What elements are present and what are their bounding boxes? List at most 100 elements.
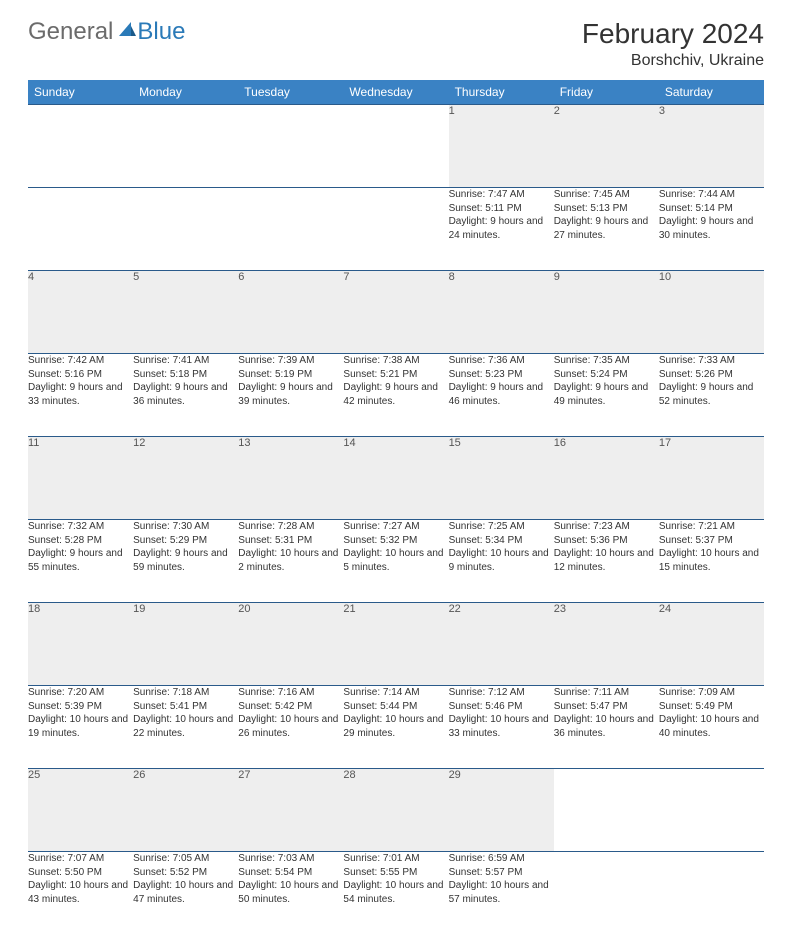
sunset-text: Sunset: 5:37 PM xyxy=(659,534,764,548)
sunset-text: Sunset: 5:31 PM xyxy=(238,534,343,548)
sunset-text: Sunset: 5:52 PM xyxy=(133,866,238,880)
day-number-cell: 19 xyxy=(133,603,238,686)
day-number-cell: 15 xyxy=(449,437,554,520)
day-number-cell: 7 xyxy=(343,271,448,354)
sunset-text: Sunset: 5:36 PM xyxy=(554,534,659,548)
day-number-cell: 17 xyxy=(659,437,764,520)
day-number-cell: 4 xyxy=(28,271,133,354)
day-detail-cell: Sunrise: 7:01 AMSunset: 5:55 PMDaylight:… xyxy=(343,852,448,935)
sunset-text: Sunset: 5:55 PM xyxy=(343,866,448,880)
weekday-header: Wednesday xyxy=(343,80,448,105)
sunset-text: Sunset: 5:50 PM xyxy=(28,866,133,880)
calendar-body: 12 3Sunrise: 7:47 AMSunset: 5:11 PMDaylig… xyxy=(28,105,764,935)
day-detail-cell: Sunrise: 7:18 AMSunset: 5:41 PMDaylight:… xyxy=(133,686,238,769)
day-detail-cell xyxy=(28,188,133,271)
day-number-cell: 26 xyxy=(133,769,238,852)
sunrise-text: Sunrise: 7:14 AM xyxy=(343,686,448,700)
sunset-text: Sunset: 5:28 PM xyxy=(28,534,133,548)
sunrise-text: Sunrise: 7:28 AM xyxy=(238,520,343,534)
daylight-text: Daylight: 9 hours and 30 minutes. xyxy=(659,215,764,242)
daylight-text: Daylight: 10 hours and 40 minutes. xyxy=(659,713,764,740)
day-number-cell: 25 xyxy=(28,769,133,852)
day-number-cell: 16 xyxy=(554,437,659,520)
daylight-text: Daylight: 9 hours and 33 minutes. xyxy=(28,381,133,408)
day-number-cell: 12 xyxy=(133,437,238,520)
sunrise-text: Sunrise: 7:20 AM xyxy=(28,686,133,700)
header: General Blue February 2024 Borshchiv, Uk… xyxy=(28,18,764,70)
day-number-cell: 24 xyxy=(659,603,764,686)
weekday-header: Thursday xyxy=(449,80,554,105)
sunset-text: Sunset: 5:54 PM xyxy=(238,866,343,880)
daylight-text: Daylight: 10 hours and 26 minutes. xyxy=(238,713,343,740)
day-detail-cell: Sunrise: 7:38 AMSunset: 5:21 PMDaylight:… xyxy=(343,354,448,437)
sunrise-text: Sunrise: 7:33 AM xyxy=(659,354,764,368)
day-detail-cell: Sunrise: 7:36 AMSunset: 5:23 PMDaylight:… xyxy=(449,354,554,437)
sunrise-text: Sunrise: 7:09 AM xyxy=(659,686,764,700)
day-detail-row: Sunrise: 7:42 AMSunset: 5:16 PMDaylight:… xyxy=(28,354,764,437)
day-detail-cell: Sunrise: 7:28 AMSunset: 5:31 PMDaylight:… xyxy=(238,520,343,603)
day-detail-cell: Sunrise: 7:20 AMSunset: 5:39 PMDaylight:… xyxy=(28,686,133,769)
sunset-text: Sunset: 5:47 PM xyxy=(554,700,659,714)
sunrise-text: Sunrise: 7:23 AM xyxy=(554,520,659,534)
daylight-text: Daylight: 9 hours and 24 minutes. xyxy=(449,215,554,242)
day-detail-cell: Sunrise: 7:23 AMSunset: 5:36 PMDaylight:… xyxy=(554,520,659,603)
sunset-text: Sunset: 5:18 PM xyxy=(133,368,238,382)
sunrise-text: Sunrise: 6:59 AM xyxy=(449,852,554,866)
day-detail-cell: Sunrise: 7:39 AMSunset: 5:19 PMDaylight:… xyxy=(238,354,343,437)
day-detail-row: Sunrise: 7:47 AMSunset: 5:11 PMDaylight:… xyxy=(28,188,764,271)
calendar-table: Sunday Monday Tuesday Wednesday Thursday… xyxy=(28,80,764,934)
day-number-cell: 5 xyxy=(133,271,238,354)
sunset-text: Sunset: 5:14 PM xyxy=(659,202,764,216)
sunset-text: Sunset: 5:13 PM xyxy=(554,202,659,216)
day-detail-cell: Sunrise: 7:11 AMSunset: 5:47 PMDaylight:… xyxy=(554,686,659,769)
day-number-cell xyxy=(343,105,448,188)
day-number-cell: 3 xyxy=(659,105,764,188)
day-detail-cell: Sunrise: 7:25 AMSunset: 5:34 PMDaylight:… xyxy=(449,520,554,603)
day-detail-row: Sunrise: 7:07 AMSunset: 5:50 PMDaylight:… xyxy=(28,852,764,935)
daylight-text: Daylight: 9 hours and 36 minutes. xyxy=(133,381,238,408)
sunrise-text: Sunrise: 7:01 AM xyxy=(343,852,448,866)
day-detail-row: Sunrise: 7:20 AMSunset: 5:39 PM Daylight:… xyxy=(28,686,764,769)
sunrise-text: Sunrise: 7:32 AM xyxy=(28,520,133,534)
day-number-cell: 10 xyxy=(659,271,764,354)
day-number-cell: 6 xyxy=(238,271,343,354)
day-detail-cell: Sunrise: 7:35 AMSunset: 5:24 PMDaylight:… xyxy=(554,354,659,437)
sunrise-text: Sunrise: 7:25 AM xyxy=(449,520,554,534)
daylight-text: Daylight: 9 hours and 55 minutes. xyxy=(28,547,133,574)
sunset-text: Sunset: 5:57 PM xyxy=(449,866,554,880)
daylight-text: Daylight: 10 hours and 12 minutes. xyxy=(554,547,659,574)
day-number-cell: 22 xyxy=(449,603,554,686)
day-number-cell xyxy=(659,769,764,852)
day-number-row: 45678910 xyxy=(28,271,764,354)
daylight-text: Daylight: 10 hours and 47 minutes. xyxy=(133,879,238,906)
day-detail-cell: Sunrise: 7:16 AMSunset: 5:42 PMDaylight:… xyxy=(238,686,343,769)
day-number-cell: 28 xyxy=(343,769,448,852)
sunrise-text: Sunrise: 7:30 AM xyxy=(133,520,238,534)
day-detail-cell: Sunrise: 7:41 AMSunset: 5:18 PMDaylight:… xyxy=(133,354,238,437)
day-number-cell: 21 xyxy=(343,603,448,686)
day-detail-cell: Sunrise: 7:44 AMSunset: 5:14 PMDaylight:… xyxy=(659,188,764,271)
daylight-text: Daylight: 9 hours and 39 minutes. xyxy=(238,381,343,408)
month-title: February 2024 xyxy=(582,18,764,50)
day-number-cell: 23 xyxy=(554,603,659,686)
daylight-text: Daylight: 10 hours and 54 minutes. xyxy=(343,879,448,906)
day-detail-cell: Sunrise: 7:30 AMSunset: 5:29 PMDaylight:… xyxy=(133,520,238,603)
weekday-header: Tuesday xyxy=(238,80,343,105)
sunrise-text: Sunrise: 7:16 AM xyxy=(238,686,343,700)
day-number-cell: 20 xyxy=(238,603,343,686)
daylight-text: Daylight: 9 hours and 52 minutes. xyxy=(659,381,764,408)
sunset-text: Sunset: 5:21 PM xyxy=(343,368,448,382)
sunset-text: Sunset: 5:16 PM xyxy=(28,368,133,382)
day-detail-cell: Sunrise: 7:05 AMSunset: 5:52 PMDaylight:… xyxy=(133,852,238,935)
day-detail-cell: Sunrise: 7:07 AMSunset: 5:50 PMDaylight:… xyxy=(28,852,133,935)
day-detail-cell: Sunrise: 7:21 AMSunset: 5:37 PMDaylight:… xyxy=(659,520,764,603)
daylight-text: Daylight: 9 hours and 46 minutes. xyxy=(449,381,554,408)
day-number-cell: 2 xyxy=(554,105,659,188)
logo-text-blue: Blue xyxy=(137,18,185,46)
day-detail-cell: Sunrise: 7:14 AMSunset: 5:44 PMDaylight:… xyxy=(343,686,448,769)
sunrise-text: Sunrise: 7:12 AM xyxy=(449,686,554,700)
sunset-text: Sunset: 5:39 PM xyxy=(28,700,133,714)
location: Borshchiv, Ukraine xyxy=(582,52,764,70)
weekday-header-row: Sunday Monday Tuesday Wednesday Thursday… xyxy=(28,80,764,105)
sunset-text: Sunset: 5:11 PM xyxy=(449,202,554,216)
